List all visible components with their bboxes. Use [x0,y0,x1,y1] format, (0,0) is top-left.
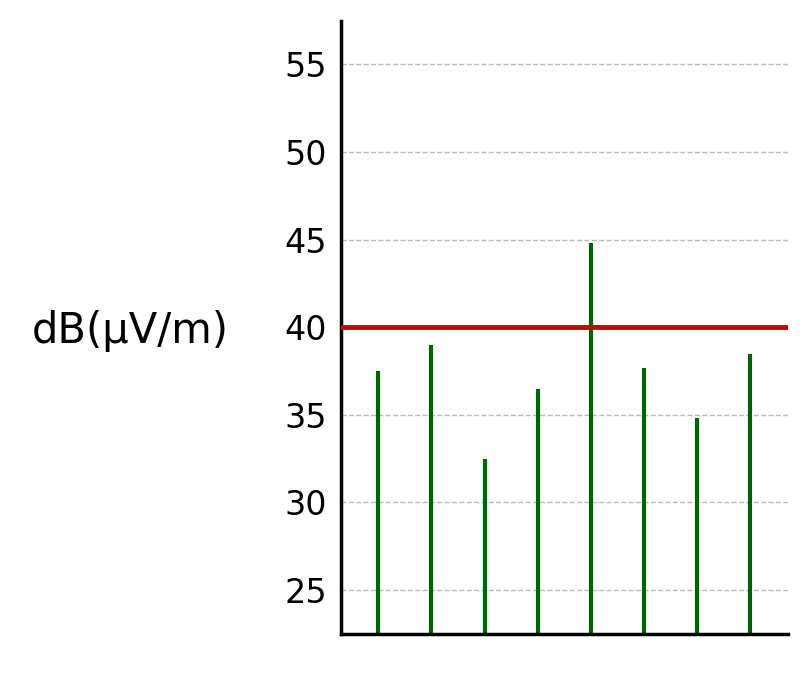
Text: dB(μV/m): dB(μV/m) [32,310,228,351]
